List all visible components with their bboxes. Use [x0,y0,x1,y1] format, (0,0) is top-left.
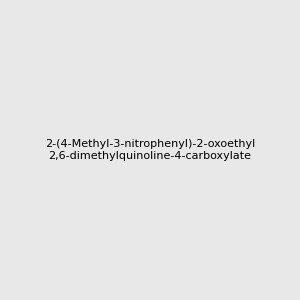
Text: 2-(4-Methyl-3-nitrophenyl)-2-oxoethyl 2,6-dimethylquinoline-4-carboxylate: 2-(4-Methyl-3-nitrophenyl)-2-oxoethyl 2,… [45,139,255,161]
